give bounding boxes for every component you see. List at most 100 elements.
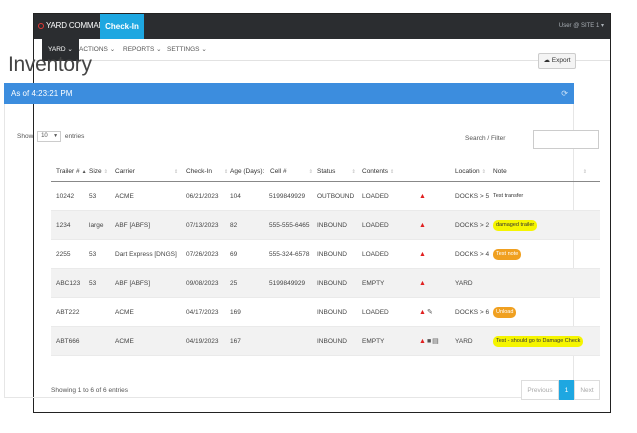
column-header-checkin[interactable]: Check-In ⇕: [186, 168, 228, 175]
header-label: Check-In: [186, 168, 213, 175]
cell-carrier: ACME: [115, 193, 134, 200]
cell-status: INBOUND: [317, 280, 347, 287]
nav-item-actions[interactable]: ACTIONS ⌄: [79, 39, 115, 61]
nav-item-yard[interactable]: YARD ⌄: [42, 39, 79, 61]
cell-age: 25: [230, 280, 238, 287]
page-title: Inventory: [8, 53, 92, 76]
nav-label: ACTIONS: [79, 46, 108, 53]
sort-icon: ⇕: [481, 169, 486, 175]
nav-item-reports[interactable]: REPORTS ⌄: [123, 39, 162, 61]
cell-trailer: 10242: [56, 193, 75, 200]
refresh-icon[interactable]: ⟳: [561, 89, 568, 98]
column-header-carrier[interactable]: Carrier: [115, 168, 135, 175]
table-row[interactable]: 1234 large ABF [ABFS] 07/13/2023 82 555-555-6…: [51, 211, 600, 240]
sort-icon[interactable]: ⇕: [174, 169, 179, 175]
cell-status: INBOUND: [317, 222, 347, 229]
entries-value: 10: [41, 133, 48, 139]
row-icons: ▲: [419, 269, 426, 298]
bell-icon[interactable]: ▲: [419, 222, 426, 229]
cell-size: 53: [89, 251, 97, 258]
row-icons: ▲: [419, 211, 426, 240]
column-header-cell[interactable]: Cell # ⇕: [270, 168, 313, 175]
top-bar: YARD COMMANDER Check-In User @ SITE 1 ▾: [34, 14, 610, 39]
header-divider: [51, 181, 600, 182]
export-button[interactable]: ☁ Export: [538, 53, 576, 69]
cell-size: 53: [89, 280, 97, 287]
cell-carrier: Dart Express [DNGS]: [115, 251, 177, 258]
cell-contents: EMPTY: [362, 338, 385, 345]
cell-phone: 555-555-6465: [269, 222, 310, 229]
column-header-contents[interactable]: Contents ⇕: [362, 168, 394, 175]
chevron-down-icon: ⌄: [67, 46, 73, 53]
search-label: Search / Filter: [465, 135, 506, 142]
cell-location: DOCKS > 4: [455, 251, 490, 258]
cloud-download-icon: ☁: [543, 57, 550, 64]
column-header-note[interactable]: Note ⇕: [493, 168, 587, 175]
table-row[interactable]: ABT222 ACME 04/17/2023 169 INBOUND LOADED DOCK…: [51, 298, 600, 327]
cell-checkin: 06/21/2023: [186, 193, 219, 200]
chevron-down-icon: ⌄: [156, 46, 162, 53]
column-header-location[interactable]: Location ⇕: [455, 168, 486, 175]
brand-logo[interactable]: YARD COMMANDER: [38, 21, 121, 30]
table-row[interactable]: 10242 53 ACME 06/21/2023 104 5199849929 OUTBOU…: [51, 182, 600, 211]
table-row[interactable]: ABC123 53 ABF [ABFS] 09/08/2023 25 5199849929…: [51, 269, 600, 298]
note-badge: Unload: [493, 307, 517, 318]
column-header-trailer[interactable]: Trailer # ▲: [56, 168, 87, 175]
table-row[interactable]: ABT666 ACME 04/19/2023 167 INBOUND EMPTY YARD ▲…: [51, 327, 600, 356]
note-badge: damaged trailer: [493, 220, 538, 231]
cell-phone: 5199849929: [269, 193, 306, 200]
cell-size: 53: [89, 193, 97, 200]
cell-age: 69: [230, 251, 238, 258]
chevron-down-icon: ▼: [53, 133, 59, 139]
chevron-down-icon: ⌄: [201, 46, 207, 53]
as-of-time: As of 4:23:21 PM: [11, 89, 73, 98]
header-label: Status: [317, 168, 336, 175]
bell-icon[interactable]: ▲: [419, 280, 426, 287]
nav-item-settings[interactable]: SETTINGS ⌄: [167, 39, 207, 61]
header-label: Trailer #: [56, 168, 80, 175]
cell-carrier: ABF [ABFS]: [115, 280, 151, 287]
as-of-bar: As of 4:23:21 PM ⟳: [4, 83, 574, 104]
column-header-age[interactable]: Age (Days):: [230, 168, 264, 175]
row-icons: ▲■▤: [419, 327, 439, 356]
cell-phone: 5199849929: [269, 280, 306, 287]
bell-icon[interactable]: ▲: [419, 193, 426, 200]
column-header-size[interactable]: Size ⇕: [89, 168, 108, 175]
nav-label: SETTINGS: [167, 46, 200, 53]
sort-asc-icon: ▲: [81, 169, 87, 175]
checkin-tab[interactable]: Check-In: [100, 14, 144, 39]
user-menu[interactable]: User @ SITE 1 ▾: [559, 22, 604, 29]
paperclip-icon[interactable]: ✎: [426, 309, 433, 316]
nav-label: REPORTS: [123, 46, 155, 53]
cell-phone: 555-324-6578: [269, 251, 310, 258]
sort-icon: ⇕: [351, 169, 356, 175]
column-header-status[interactable]: Status ⇕: [317, 168, 356, 175]
inventory-panel: [4, 104, 574, 398]
nav-label: YARD: [48, 46, 66, 53]
cell-carrier: ABF [ABFS]: [115, 222, 151, 229]
truck-icon[interactable]: ■: [426, 338, 432, 345]
main-nav: YARD ⌄ ACTIONS ⌄ REPORTS ⌄ SETTINGS ⌄: [34, 39, 610, 61]
cell-trailer: ABT666: [56, 338, 80, 345]
document-icon[interactable]: ▤: [432, 338, 439, 345]
bell-icon[interactable]: ▲: [419, 309, 426, 316]
cell-contents: LOADED: [362, 309, 389, 316]
cell-size: large: [89, 222, 104, 229]
export-label: Export: [551, 57, 571, 64]
header-label: Contents: [362, 168, 389, 175]
entries-select[interactable]: 10 ▼: [37, 131, 62, 142]
search-input[interactable]: [533, 130, 599, 149]
sort-icon: ⇕: [224, 169, 229, 175]
header-label: Carrier: [115, 168, 135, 175]
previous-page-button[interactable]: Previous: [521, 380, 559, 400]
page-1-button[interactable]: 1: [559, 380, 574, 400]
bell-icon[interactable]: ▲: [419, 251, 426, 258]
logo-icon: [38, 23, 44, 29]
cell-location: DOCKS > 5: [455, 193, 490, 200]
next-page-button[interactable]: Next: [574, 380, 600, 400]
header-label: Location: [455, 168, 480, 175]
cell-age: 104: [230, 193, 241, 200]
table-row[interactable]: 2255 53 Dart Express [DNGS] 07/26/2023 69 555…: [51, 240, 600, 269]
cell-checkin: 07/26/2023: [186, 251, 219, 258]
bell-icon[interactable]: ▲: [419, 338, 426, 345]
